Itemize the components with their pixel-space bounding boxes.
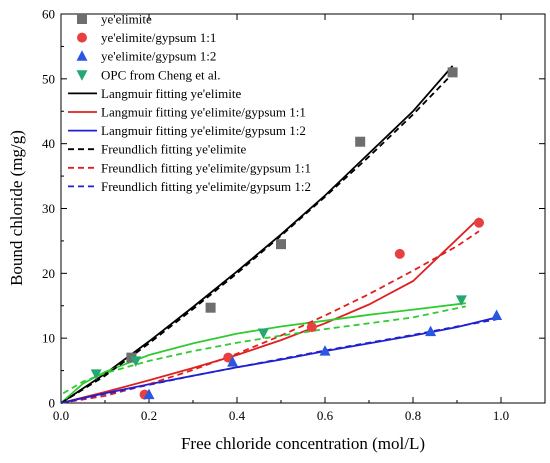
legend-label: Langmuir fitting ye'elimite/gypsum 1:2 <box>101 123 306 138</box>
data-point <box>474 217 484 228</box>
legend-label: ye'elimite/gypsum 1:1 <box>101 30 216 45</box>
data-point <box>455 295 467 306</box>
y-axis-label: Bound chloride (mg/g) <box>7 130 26 286</box>
data-point <box>130 356 142 367</box>
x-tick-label: 0.4 <box>229 408 246 423</box>
legend-label: ye'elimite/gypsum 1:2 <box>101 49 216 64</box>
legend-marker <box>77 14 87 24</box>
data-point <box>319 345 331 356</box>
legend-label: Freundlich fitting ye'elimite/gypsum 1:2 <box>101 179 311 194</box>
data-point <box>205 302 216 313</box>
y-tick-label: 50 <box>42 71 55 86</box>
legend-marker <box>76 70 88 81</box>
data-point <box>227 356 239 367</box>
data-point <box>257 328 269 339</box>
legend-label: Langmuir fitting ye'elimite/gypsum 1:1 <box>101 105 306 120</box>
data-point <box>425 325 437 337</box>
legend-label: Langmuir fitting ye'elimite <box>101 86 241 101</box>
x-tick-label: 0.8 <box>405 408 421 423</box>
data-point <box>90 369 102 380</box>
y-tick-label: 10 <box>42 331 55 346</box>
data-point <box>394 248 405 259</box>
legend-label: Freundlich fitting ye'elimite <box>101 142 247 157</box>
legend-label: OPC from Cheng et al. <box>101 67 221 82</box>
y-tick-label: 40 <box>42 136 55 151</box>
y-tick-label: 30 <box>42 201 55 216</box>
data-points <box>90 67 503 400</box>
data-point <box>355 136 366 147</box>
x-tick-label: 0.6 <box>317 408 334 423</box>
data-point <box>143 388 155 400</box>
y-tick-label: 60 <box>42 7 55 22</box>
data-point <box>447 67 458 78</box>
fit-curve <box>60 217 480 404</box>
fit-curve <box>60 68 458 404</box>
axis-ticks: 0.0 0.2 0.4 0.6 0.8 1.0 0 10 20 30 40 50 60 <box>42 7 546 423</box>
x-tick-label: 1.0 <box>493 408 509 423</box>
legend-label: ye'elimite <box>101 12 152 27</box>
y-tick-label: 20 <box>42 266 55 281</box>
data-point <box>276 239 286 250</box>
legend-marker <box>76 50 88 61</box>
x-axis-label: Free chloride concentration (mol/L) <box>181 434 425 453</box>
x-tick-label: 0.2 <box>141 408 157 423</box>
legend: ye'elimite ye'elimite/gypsum 1:1 ye'elimit… <box>68 12 311 194</box>
data-point <box>306 322 317 333</box>
y-tick-label: 0 <box>49 396 56 411</box>
legend-label: Freundlich fitting ye'elimite/gypsum 1:1 <box>101 160 311 175</box>
fit-curve <box>62 305 466 395</box>
legend-marker <box>77 32 87 43</box>
x-tick-label: 0.0 <box>53 408 69 423</box>
data-point <box>491 309 503 320</box>
